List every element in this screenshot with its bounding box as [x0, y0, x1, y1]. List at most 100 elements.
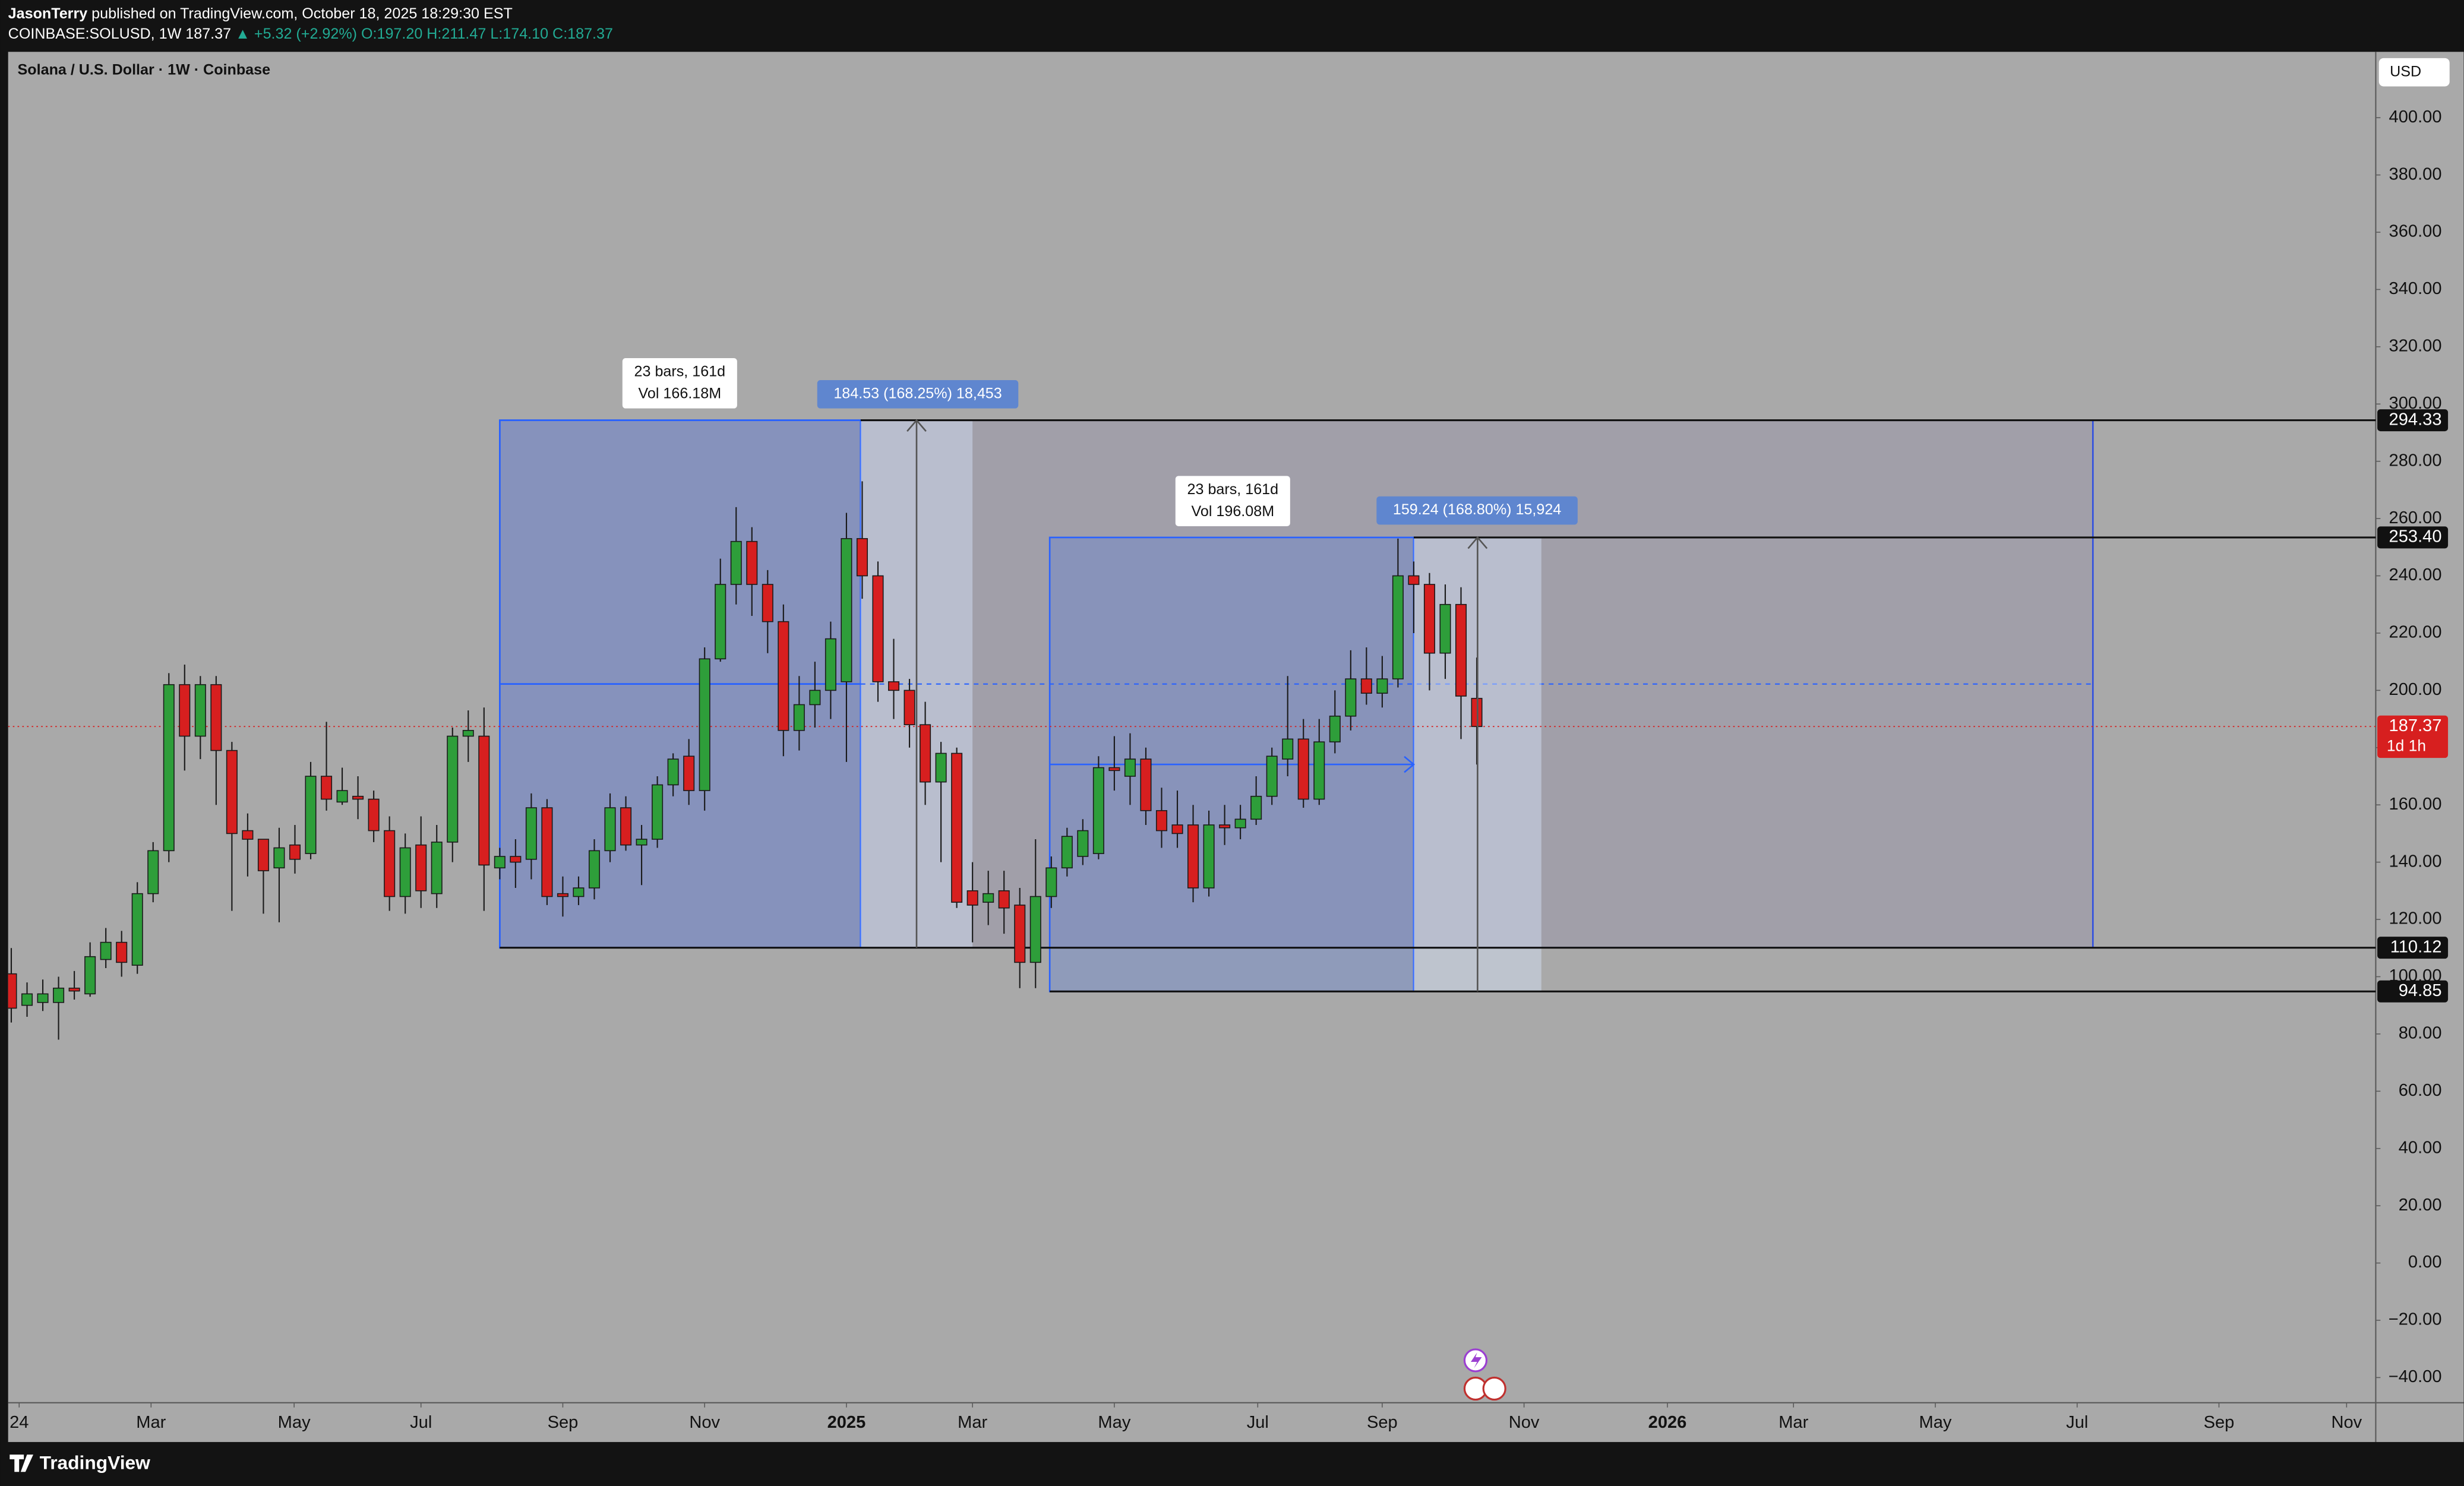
level-label: 110.12 — [2390, 937, 2442, 956]
arrow-head — [1467, 536, 1488, 549]
annotation-box — [1376, 496, 1578, 525]
candle-body — [210, 684, 222, 751]
last-price-label: 187.37 — [2389, 716, 2442, 735]
y-tick-label: 360.00 — [2389, 222, 2442, 241]
plot — [8, 419, 2376, 1040]
published: published on TradingView.com, October 18… — [91, 5, 513, 21]
brand-name: TradingView — [40, 1452, 151, 1473]
author: JasonTerry — [8, 5, 88, 21]
level-label: 94.85 — [2399, 981, 2442, 1000]
candle-body — [620, 807, 632, 846]
ohlc: C:187.37 — [552, 26, 613, 42]
candle-body — [415, 844, 427, 891]
candle-body — [573, 887, 585, 897]
annotation-volume: Vol 166.18M — [639, 385, 722, 401]
candle-body — [37, 993, 49, 1003]
x-tick-label: Mar — [1778, 1413, 1808, 1432]
y-tick-label: 200.00 — [2389, 680, 2442, 699]
level-label: 294.33 — [2389, 410, 2442, 429]
currency[interactable]: USD — [2390, 63, 2421, 80]
x-tick-label: Mar — [958, 1413, 987, 1432]
logo — [10, 1455, 34, 1472]
candle-body — [746, 540, 758, 585]
y-tick-label: 400.00 — [2389, 108, 2442, 127]
candle-body — [194, 684, 206, 737]
last: 187.37 — [185, 26, 231, 42]
y-tick-label: −40.00 — [2389, 1367, 2442, 1386]
candle-body — [305, 776, 317, 854]
x-tick-label: Nov — [2331, 1413, 2362, 1432]
candle-body — [525, 807, 537, 860]
axes: 400.00380.00360.00340.00320.00300.00280.… — [10, 108, 2449, 1432]
candle-body — [636, 839, 647, 846]
candle-body — [699, 658, 710, 791]
candle-body — [226, 750, 238, 834]
y-tick-label: 340.00 — [2389, 279, 2442, 298]
candle-body — [793, 704, 805, 731]
candle-body — [494, 856, 506, 869]
symbol: COINBASE:SOLUSD, 1W — [8, 26, 182, 42]
candle-body — [762, 584, 773, 622]
candle-body — [1187, 824, 1199, 889]
candle-body — [904, 690, 915, 726]
candle-body — [1014, 905, 1026, 963]
candle-body — [1029, 896, 1041, 963]
candle-body — [1455, 603, 1467, 697]
candle-body — [1203, 824, 1215, 889]
candle-body — [352, 795, 364, 800]
candle-body — [1439, 603, 1451, 654]
y-tick-label: 240.00 — [2389, 565, 2442, 584]
candle-body — [1155, 810, 1168, 831]
annotation-change: 159.24 (168.80%) 15,924 — [1393, 501, 1561, 518]
candle-body — [1171, 824, 1183, 834]
candle-body — [715, 584, 726, 660]
change: ▲ +5.32 (+2.92%) — [235, 26, 357, 42]
y-tick-label: 380.00 — [2389, 165, 2442, 184]
candle-body — [1282, 738, 1294, 760]
candle-body — [841, 538, 852, 682]
annotation-box — [1175, 476, 1290, 527]
candle-body — [1471, 698, 1483, 728]
y-tick-label: 320.00 — [2389, 337, 2442, 356]
candle-body — [336, 790, 348, 803]
annotation-bars: 23 bars, 161d — [634, 363, 726, 380]
candle-body — [21, 993, 33, 1006]
candle-body — [951, 753, 963, 903]
y-tick-label: 260.00 — [2389, 508, 2442, 527]
candle-body — [1360, 678, 1372, 694]
currency-button[interactable] — [2378, 58, 2450, 87]
candle-body — [1219, 824, 1231, 829]
x-tick-label: Jul — [2066, 1413, 2088, 1432]
candle-body — [8, 973, 17, 1009]
candle-body — [1061, 836, 1073, 869]
candle-body — [1140, 758, 1152, 811]
candle-body — [856, 538, 868, 577]
level-label-box — [2377, 526, 2449, 549]
candle-body — [1250, 795, 1262, 820]
candle-body — [683, 755, 695, 791]
ohlc: H:211.47 — [427, 26, 486, 42]
candle-body — [888, 681, 900, 691]
header-line: JasonTerry published on TradingView.com,… — [8, 5, 513, 21]
candle-body — [1392, 575, 1404, 679]
arrow-head — [906, 419, 927, 432]
annotation-bars: 23 bars, 161d — [1187, 481, 1279, 498]
candle-body — [273, 847, 285, 869]
x-tick-label: Sep — [548, 1413, 579, 1432]
candle-body — [478, 735, 490, 866]
candle-body — [147, 850, 159, 894]
candle-body — [1077, 830, 1089, 857]
y-tick-label: 120.00 — [2389, 909, 2442, 928]
candle-body — [1108, 767, 1120, 772]
ohlc: L:174.10 — [490, 26, 548, 42]
y-tick-label: 280.00 — [2389, 451, 2442, 470]
candle-body — [1234, 818, 1246, 829]
candle-body — [462, 730, 474, 737]
candle-body — [1329, 715, 1341, 742]
x-tick-label: Sep — [1367, 1413, 1398, 1432]
arrow-head — [1404, 755, 1415, 773]
candle-body — [321, 776, 333, 800]
candle-body — [825, 638, 836, 691]
event-icon[interactable] — [1482, 1376, 1506, 1401]
